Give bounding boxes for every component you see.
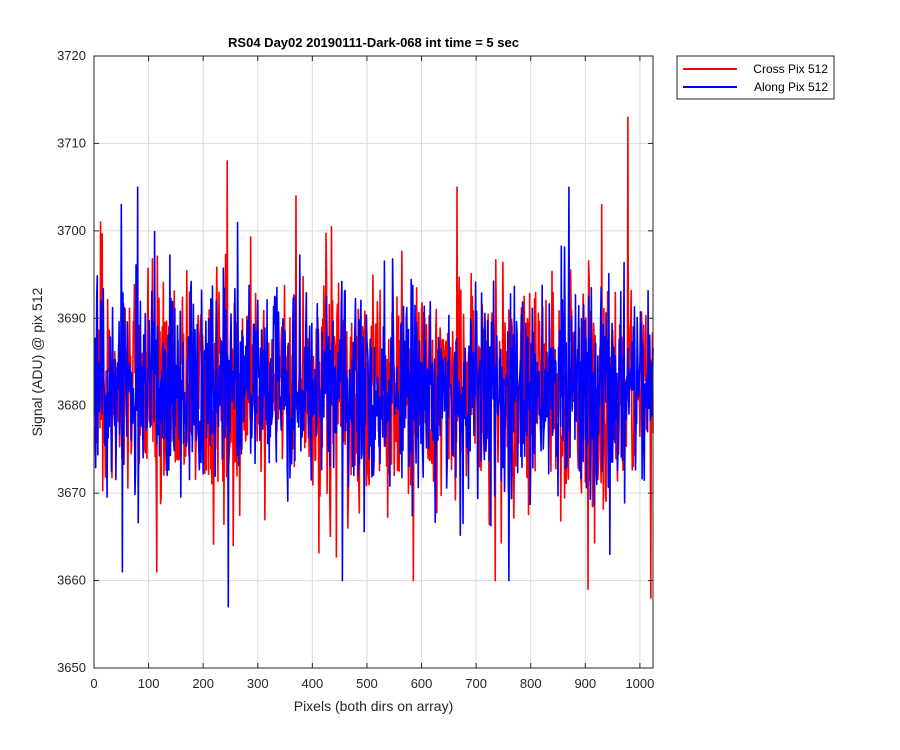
y-tick-label: 3690 <box>57 310 86 325</box>
legend-label-cross: Cross Pix 512 <box>753 62 828 76</box>
x-tick-label: 600 <box>411 676 433 691</box>
x-tick-label: 800 <box>520 676 542 691</box>
ticks: 0 100 200 300 400 500 600 700 800 900 1000 3650 3660… <box>57 48 654 691</box>
y-tick-label: 3680 <box>57 398 86 413</box>
x-axis-label: Pixels (both dirs on array) <box>294 698 454 714</box>
y-tick-label: 3670 <box>57 485 86 500</box>
y-tick-label: 3700 <box>57 223 86 238</box>
x-tick-label: 0 <box>90 676 97 691</box>
y-tick-label: 3720 <box>57 48 86 63</box>
x-tick-label: 700 <box>465 676 487 691</box>
x-tick-label: 900 <box>574 676 596 691</box>
y-tick-label: 3660 <box>57 573 86 588</box>
x-tick-label: 500 <box>356 676 378 691</box>
legend-label-along: Along Pix 512 <box>754 80 828 94</box>
x-tick-label: 400 <box>302 676 324 691</box>
y-axis-label: Signal (ADU) @ pix 512 <box>29 287 45 436</box>
series-layer <box>93 116 654 608</box>
plot-box <box>93 55 654 669</box>
x-tick-label: 100 <box>138 676 160 691</box>
x-tick-label: 300 <box>247 676 269 691</box>
x-tick-label: 1000 <box>625 676 654 691</box>
legend: Cross Pix 512 Along Pix 512 <box>676 55 835 100</box>
chart-title: RS04 Day02 20190111-Dark-068 int time = … <box>228 35 519 50</box>
x-tick-label: 200 <box>192 676 214 691</box>
legend-box <box>676 55 835 100</box>
y-tick-label: 3650 <box>57 660 86 675</box>
series-line-along <box>93 186 654 608</box>
y-tick-label: 3710 <box>57 135 86 150</box>
